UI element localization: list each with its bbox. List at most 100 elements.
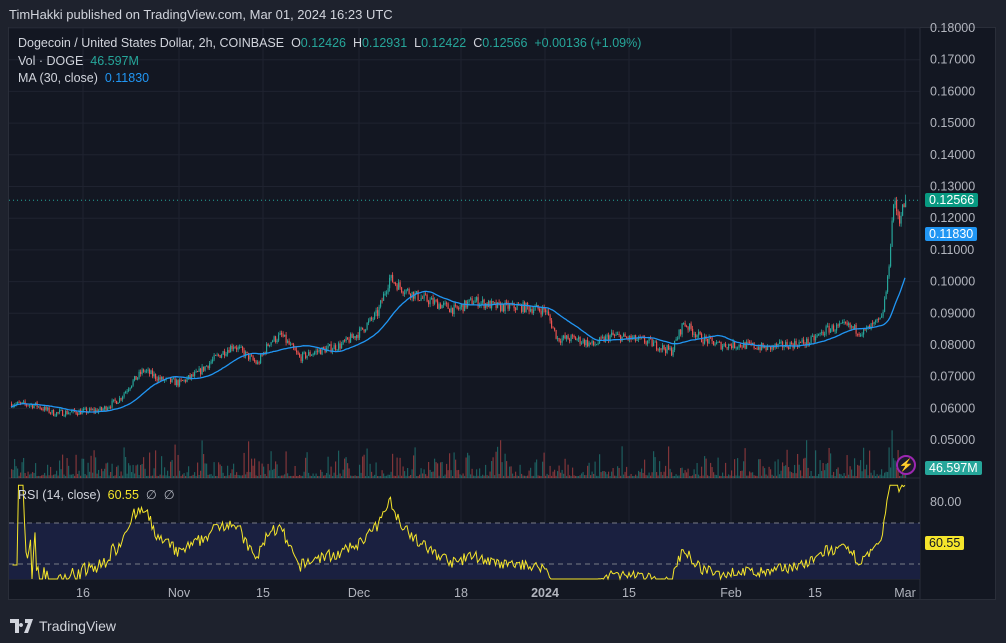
lightning-bolt-icon[interactable]: ⚡ <box>896 455 916 475</box>
volume-bar <box>260 475 262 478</box>
candle-body <box>24 401 26 405</box>
rsi-legend[interactable]: RSI (14, close) 60.55 ∅ ∅ <box>18 488 175 502</box>
candle-body <box>279 332 281 335</box>
ma-legend[interactable]: MA (30, close) 0.11830 <box>18 71 149 85</box>
time-tick-label: Dec <box>348 586 370 600</box>
candle-body <box>488 301 490 307</box>
candle-body <box>200 368 202 375</box>
volume-bar <box>518 475 520 478</box>
price-tick-label: 0.15000 <box>930 116 975 130</box>
volume-bar <box>257 475 259 478</box>
candle-body <box>851 326 853 328</box>
volume-bar <box>225 475 227 478</box>
candle-body <box>389 277 391 289</box>
volume-bar <box>389 474 391 478</box>
candle-body <box>96 409 98 413</box>
volume-bar <box>342 469 344 478</box>
candle-body <box>456 305 458 309</box>
volume-bar <box>14 459 16 478</box>
volume-bar <box>80 475 82 478</box>
volume-bar <box>131 472 133 478</box>
volume-bar <box>882 475 884 478</box>
candle-body <box>335 345 337 350</box>
candle-body <box>696 335 698 338</box>
candle-body <box>723 343 725 347</box>
volume-bar <box>506 461 508 478</box>
candle-body <box>531 309 533 314</box>
volume-bar <box>327 456 329 478</box>
volume-bar <box>201 440 203 478</box>
symbol-name[interactable]: Dogecoin / United States Dollar, 2h, COI… <box>18 36 285 50</box>
volume-bar <box>555 475 557 478</box>
candle-body <box>119 398 121 403</box>
candle-body <box>492 301 494 303</box>
candle-body <box>125 391 127 394</box>
volume-bar <box>53 474 55 478</box>
volume-bar <box>515 471 517 478</box>
volume-bar <box>476 469 478 478</box>
candle-body <box>767 345 769 351</box>
volume-bar <box>534 462 536 478</box>
volume-bar <box>384 475 386 478</box>
candle-body <box>369 317 371 321</box>
volume-bar <box>477 475 479 478</box>
volume-bar <box>785 465 787 478</box>
candle-body <box>71 411 73 413</box>
candle-body <box>275 336 277 343</box>
candle-body <box>689 323 691 330</box>
candle-body <box>18 401 20 403</box>
candle-body <box>692 328 694 335</box>
tradingview-logo[interactable] <box>10 619 34 633</box>
candle-body <box>309 352 311 356</box>
candle-body <box>842 321 844 324</box>
candle-body <box>872 323 874 325</box>
volume-bar <box>491 461 493 478</box>
candle-body <box>668 345 670 350</box>
volume-bar <box>455 459 457 478</box>
candle-body <box>218 354 220 356</box>
volume-bar <box>317 475 319 478</box>
candle-body <box>129 387 131 390</box>
volume-bar <box>287 473 289 478</box>
candle-body <box>713 341 715 346</box>
candle-body <box>431 298 433 300</box>
candle-body <box>524 302 526 313</box>
candle-body <box>530 309 532 312</box>
candle-body <box>806 338 808 346</box>
candle-body <box>153 374 155 377</box>
candle-body <box>528 306 530 312</box>
volume-legend[interactable]: Vol · DOGE 46.597M <box>18 54 139 68</box>
candle-body <box>299 354 301 357</box>
volume-bar <box>533 475 535 478</box>
volume-bar <box>488 475 490 478</box>
volume-bar <box>267 463 269 478</box>
symbol-legend: Dogecoin / United States Dollar, 2h, COI… <box>18 36 641 50</box>
candle-body <box>374 312 376 319</box>
candle-body <box>845 321 847 323</box>
volume-bar <box>197 462 199 478</box>
volume-bar <box>542 461 544 478</box>
candle-body <box>372 318 374 320</box>
candle-body <box>572 335 574 337</box>
candle-body <box>881 316 883 318</box>
candle-body <box>219 355 221 358</box>
volume-bar <box>284 474 286 478</box>
candle-body <box>630 335 632 340</box>
candle-body <box>731 345 733 349</box>
volume-bar <box>548 475 550 478</box>
volume-bar <box>567 464 569 478</box>
volume-bar <box>756 475 758 478</box>
volume-bar <box>830 453 832 478</box>
price-tick-label: 0.18000 <box>930 21 975 35</box>
candle-body <box>284 334 286 337</box>
volume-bar <box>237 475 239 478</box>
candle-body <box>429 299 431 305</box>
candle-body <box>900 215 902 224</box>
candle-body <box>59 410 61 413</box>
candle-body <box>822 332 824 335</box>
open-label: O <box>291 36 301 50</box>
volume-bar <box>326 473 328 478</box>
candle-body <box>315 350 317 353</box>
candle-body <box>57 412 59 413</box>
